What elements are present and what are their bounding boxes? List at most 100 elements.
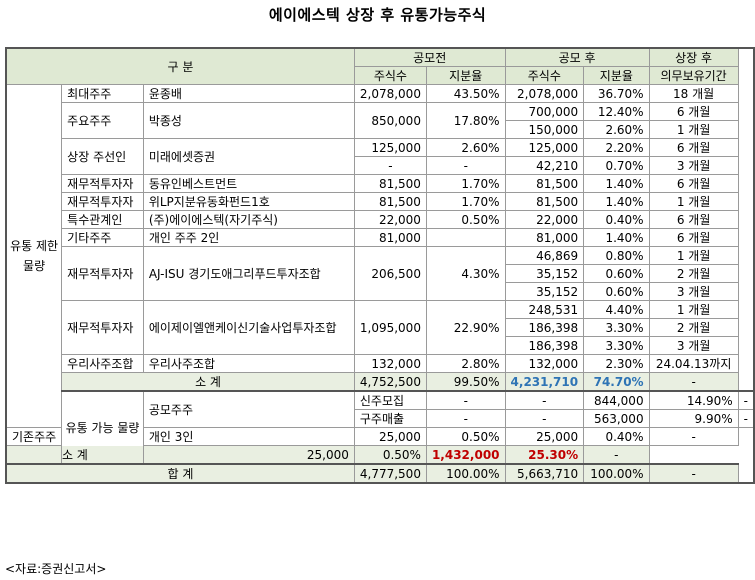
table-row: 재무적투자자 에이제이엘앤케이신기술사업투자조합 1,095,000 22.90… xyxy=(6,300,754,355)
pre-ratio: 17.80% xyxy=(425,102,506,139)
post-shares: 81,000 xyxy=(504,228,585,247)
post-ratio: 1.40% xyxy=(583,192,650,211)
post-ratio: 100.00% xyxy=(583,463,650,484)
pre-shares: 25,000 xyxy=(142,445,355,465)
lockup-period: - xyxy=(648,427,739,446)
pre-shares: 4,752,500 xyxy=(353,372,427,392)
post-shares: 4,231,710 xyxy=(504,372,585,392)
post-ratio: 4.40% xyxy=(583,300,650,319)
lockup-period: 24.04.13까지 xyxy=(648,354,739,373)
table-row: 우리사주조합 우리사주조합 132,000 2.80% 132,000 2.30… xyxy=(6,354,754,373)
holder-type: 재무적투자자 xyxy=(61,246,144,301)
pre-ratio: 0.50% xyxy=(425,427,506,446)
lockup-period: 3 개월 xyxy=(648,156,739,175)
post-ratio: 9.90% xyxy=(648,409,739,428)
post-ratio: 25.30% xyxy=(504,445,585,465)
subtotal-label: 소 계 xyxy=(61,372,355,392)
pre-ratio: 2.80% xyxy=(425,354,506,373)
holder-name: 개인 3인 xyxy=(142,427,355,446)
tradable-shares-table: 구 분 공모전 공모 후 상장 후 주식수 지분율 주식수 지분율 의무보유기간… xyxy=(5,47,755,484)
post-shares: 186,398 xyxy=(504,336,585,355)
pre-shares: 22,000 xyxy=(353,210,427,229)
lockup-period: 6 개월 xyxy=(648,102,739,121)
holder-type: 재무적투자자 xyxy=(61,174,144,193)
pre-shares: - xyxy=(425,390,506,410)
source-note: <자료:증권신고서> xyxy=(5,562,107,576)
lockup-period: 1 개월 xyxy=(648,300,739,319)
group-label-restricted: 유통 제한 물량 xyxy=(5,84,63,428)
pre-ratio: - xyxy=(504,409,585,428)
lockup-period: 6 개월 xyxy=(648,210,739,229)
pre-ratio xyxy=(425,228,506,247)
table-row: 186,398 3.30% 3 개월 xyxy=(6,336,754,355)
header-pre-shares: 주식수 xyxy=(353,66,427,85)
post-shares: 125,000 xyxy=(504,138,585,157)
lockup-period: - xyxy=(737,390,755,410)
table-row: 특수관계인 (주)에이에스텍(자기주식) 22,000 0.50% 22,000… xyxy=(6,210,754,229)
lockup-period: - xyxy=(648,372,739,392)
post-shares: 248,531 xyxy=(504,300,585,319)
post-shares: 700,000 xyxy=(504,102,585,121)
holder-type: 기존주주 xyxy=(5,427,63,446)
holder-name: (주)에이에스텍(자기주식) xyxy=(142,210,355,229)
post-ratio: 2.20% xyxy=(583,138,650,157)
header-category: 구 분 xyxy=(5,47,355,85)
post-shares: 81,500 xyxy=(504,192,585,211)
post-ratio: 0.60% xyxy=(583,264,650,283)
post-shares: 2,078,000 xyxy=(504,84,585,103)
lockup-period: 1 개월 xyxy=(648,120,739,139)
post-shares: 25,000 xyxy=(504,427,585,446)
post-ratio: 36.70% xyxy=(583,84,650,103)
post-shares: 186,398 xyxy=(504,318,585,337)
holder-type: 재무적투자자 xyxy=(61,192,144,211)
lockup-period: - xyxy=(737,409,755,428)
table-row: 구주매출 - - 563,000 9.90% - xyxy=(6,409,755,428)
holder-type: 특수관계인 xyxy=(61,210,144,229)
pre-ratio: 22.90% xyxy=(425,300,506,355)
holder-type: 재무적투자자 xyxy=(61,300,144,355)
pre-shares: 125,000 xyxy=(353,138,427,157)
pre-shares: 4,777,500 xyxy=(353,463,427,484)
lockup-period: - xyxy=(583,445,650,465)
pre-ratio: 1.70% xyxy=(425,192,506,211)
table-row: 기존주주 개인 3인 25,000 0.50% 25,000 0.40% - xyxy=(5,427,754,446)
lockup-period: 3 개월 xyxy=(648,336,739,355)
holder-name: 박종성 xyxy=(142,102,355,139)
post-ratio: 74.70% xyxy=(583,372,650,392)
lockup-period: 2 개월 xyxy=(648,264,739,283)
post-ratio: 1.40% xyxy=(583,228,650,247)
post-shares: 150,000 xyxy=(504,120,585,139)
holder-type: 최대주주 xyxy=(61,84,144,103)
pre-ratio: 43.50% xyxy=(425,84,506,103)
pre-ratio: 0.50% xyxy=(425,210,506,229)
pre-shares: 850,000 xyxy=(353,102,427,139)
pre-ratio: 0.50% xyxy=(353,445,427,465)
table-row: - - 42,210 0.70% 3 개월 xyxy=(6,156,754,175)
total-row: 합 계 4,777,500 100.00% 5,663,710 100.00% … xyxy=(5,463,754,484)
post-shares: 35,152 xyxy=(504,264,585,283)
post-shares: 35,152 xyxy=(504,282,585,301)
post-ratio: 2.60% xyxy=(583,120,650,139)
header-post-ratio: 지분율 xyxy=(583,66,650,85)
post-ratio: 12.40% xyxy=(583,102,650,121)
post-ratio: 0.60% xyxy=(583,282,650,301)
holder-name: AJ-ISU 경기도애그리푸드투자조합 xyxy=(142,246,355,301)
total-label: 합 계 xyxy=(5,463,355,484)
lockup-period: 1 개월 xyxy=(648,192,739,211)
lockup-period: 18 개월 xyxy=(648,84,739,103)
pre-ratio: 1.70% xyxy=(425,174,506,193)
table-row: 재무적투자자 동유인베스트먼트 81,500 1.70% 81,500 1.40… xyxy=(6,174,754,193)
table-row: 재무적투자자 AJ-ISU 경기도애그리푸드투자조합 206,500 4.30%… xyxy=(6,246,754,301)
table-row: 재무적투자자 위LP지분유동화펀드1호 81,500 1.70% 81,500 … xyxy=(6,192,754,211)
pre-shares: - xyxy=(353,156,427,175)
pre-ratio: 4.30% xyxy=(425,246,506,301)
lockup-period: 6 개월 xyxy=(648,228,739,247)
post-ratio: 0.70% xyxy=(583,156,650,175)
post-shares: 22,000 xyxy=(504,210,585,229)
pre-ratio: - xyxy=(504,390,585,410)
holder-type: 주요주주 xyxy=(61,102,144,139)
post-shares: 563,000 xyxy=(583,409,650,428)
pre-shares: 2,078,000 xyxy=(353,84,427,103)
post-shares: 1,432,000 xyxy=(425,445,506,465)
post-shares: 42,210 xyxy=(504,156,585,175)
